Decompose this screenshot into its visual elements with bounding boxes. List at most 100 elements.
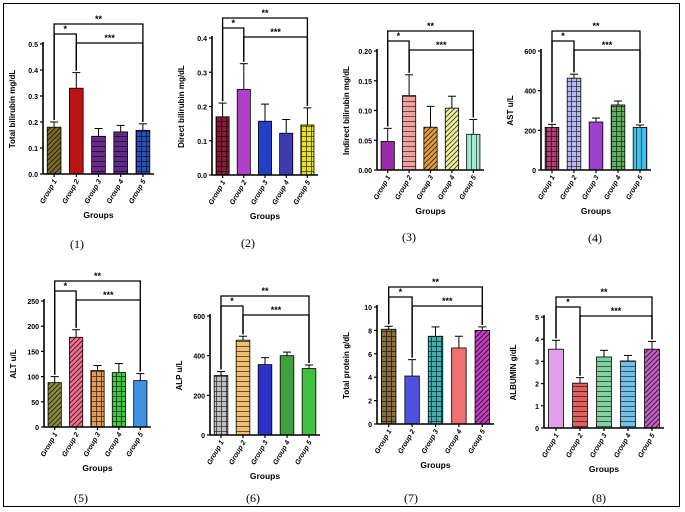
x-axis-label: Groups xyxy=(415,206,445,216)
significance-label: * xyxy=(230,296,234,306)
bar-group-5 xyxy=(133,380,148,428)
significance-label: *** xyxy=(436,40,447,50)
x-tick-label: Group 1 xyxy=(373,174,393,201)
x-tick-label: Group 3 xyxy=(83,431,103,458)
significance-bracket xyxy=(242,314,310,363)
x-tick-label: Group 3 xyxy=(581,174,601,201)
significance-label: * xyxy=(561,31,565,41)
significance-label: * xyxy=(397,31,401,41)
significance-label: *** xyxy=(270,27,281,37)
x-tick-label: Group 1 xyxy=(537,174,557,201)
y-tick-label: 0.2 xyxy=(28,120,38,127)
x-tick-label: Group 5 xyxy=(459,174,479,201)
x-tick-label: Group 2 xyxy=(228,439,248,466)
x-tick-label: Group 3 xyxy=(416,174,436,201)
bar-group-4 xyxy=(620,360,636,429)
y-tick-label: 5 xyxy=(535,315,539,322)
x-tick-label: Group 4 xyxy=(272,439,292,466)
bar-group-5 xyxy=(300,124,315,176)
bar-group-4 xyxy=(279,355,295,436)
bar-group-5 xyxy=(644,348,660,429)
x-tick-label: Group 1 xyxy=(206,439,226,466)
x-tick-label: Group 2 xyxy=(62,178,82,205)
significance-bracket xyxy=(221,17,309,106)
x-tick-label: Group 3 xyxy=(250,439,270,466)
x-tick-label: Group 4 xyxy=(271,179,291,206)
bar-group-4 xyxy=(113,131,128,175)
significance-label: ** xyxy=(592,21,600,31)
panel-label: (2) xyxy=(241,236,255,250)
significance-bracket xyxy=(54,280,141,375)
significance-bracket xyxy=(551,30,641,123)
y-tick-label: 0.1 xyxy=(197,139,207,146)
x-tick-label: Group 4 xyxy=(613,432,633,459)
x-axis-label: Groups xyxy=(82,463,112,473)
significance-bracket xyxy=(75,42,144,122)
significance-label: *** xyxy=(442,296,453,306)
y-tick-label: 50 xyxy=(31,400,39,407)
bar-group-2 xyxy=(235,339,251,436)
panel-label: (7) xyxy=(404,491,418,505)
bar-group-3 xyxy=(423,126,438,171)
bar-group-3 xyxy=(257,364,273,436)
significance-label: ** xyxy=(261,8,269,18)
panel-label: (5) xyxy=(74,491,88,505)
significance-bracket xyxy=(243,36,309,106)
x-tick-label: Group 5 xyxy=(625,174,645,201)
significance-bracket xyxy=(75,299,141,372)
bar-group-1 xyxy=(381,328,397,425)
x-tick-label: Group 2 xyxy=(565,432,585,459)
x-tick-label: Group 3 xyxy=(421,428,441,455)
chart-panel-8: 0 1 2 3 4 5 Group 1 Group 2 Group 3 Group 4 Group … xyxy=(509,287,664,505)
y-tick-label: 200 xyxy=(193,393,205,400)
x-tick-label: Group 1 xyxy=(541,432,561,459)
y-tick-label: 2 xyxy=(535,382,539,389)
significance-label: ** xyxy=(432,277,440,287)
significance-bracket xyxy=(408,49,474,118)
significance-bracket xyxy=(579,315,653,376)
bar-group-1 xyxy=(215,116,230,176)
y-tick-label: 1 xyxy=(535,404,539,411)
y-tick-label: 0 xyxy=(368,422,372,429)
bar-group-2 xyxy=(236,88,251,176)
y-tick-label: 600 xyxy=(193,314,205,321)
y-tick-label: 0.05 xyxy=(358,138,372,145)
x-tick-label: Group 2 xyxy=(397,428,417,455)
y-tick-label: 0 xyxy=(201,433,205,440)
x-tick-label: Group 2 xyxy=(229,179,249,206)
bar-group-4 xyxy=(610,104,626,171)
y-tick-label: 6 xyxy=(368,352,372,359)
x-tick-label: Group 5 xyxy=(637,432,657,459)
bar-group-5 xyxy=(135,129,151,175)
significance-label: * xyxy=(64,281,68,291)
bar-group-2 xyxy=(69,87,84,175)
bar-group-1 xyxy=(380,141,395,171)
y-tick-label: 2 xyxy=(368,399,372,406)
y-tick-label: 0.1 xyxy=(28,146,38,153)
bar-group-3 xyxy=(596,356,612,429)
bar-group-3 xyxy=(588,121,604,171)
bar-group-5 xyxy=(474,329,490,425)
y-tick-label: 400 xyxy=(524,89,536,96)
bar-group-2 xyxy=(572,382,588,429)
significance-label: ** xyxy=(94,271,102,281)
bar-group-2 xyxy=(402,95,417,171)
y-tick-label: 10 xyxy=(364,305,372,312)
x-tick-label: Group 4 xyxy=(603,174,623,201)
x-tick-label: Group 3 xyxy=(589,432,609,459)
significance-label: * xyxy=(399,287,403,297)
significance-label: ** xyxy=(261,286,269,296)
y-tick-label: 400 xyxy=(193,354,205,361)
x-tick-label: Group 5 xyxy=(468,428,488,455)
bar-group-1 xyxy=(548,348,564,429)
y-axis-label: AST u/L xyxy=(506,95,515,125)
y-tick-label: 0.4 xyxy=(28,68,38,75)
x-tick-label: Group 4 xyxy=(104,431,124,458)
significance-label: ** xyxy=(600,287,608,297)
x-tick-label: Group 5 xyxy=(293,179,313,206)
y-tick-label: 0.10 xyxy=(358,109,372,116)
